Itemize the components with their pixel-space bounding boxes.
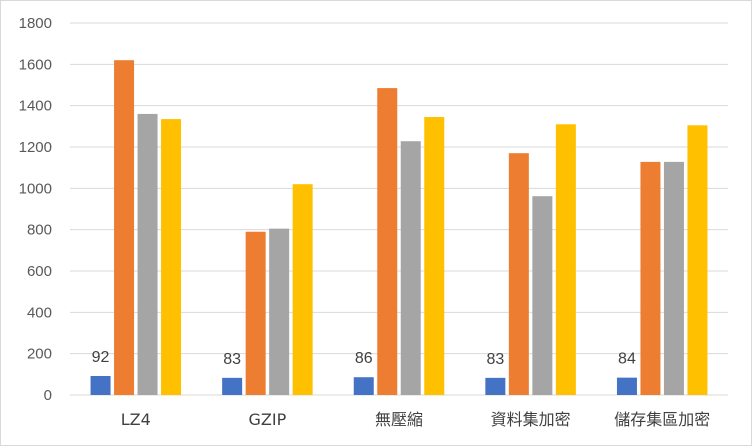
- data-label: 84: [618, 351, 636, 368]
- bar: [90, 375, 111, 395]
- bar: [377, 88, 398, 395]
- bar: [353, 377, 374, 395]
- x-category-label: LZ4: [121, 410, 151, 429]
- y-tick-label: 400: [27, 304, 52, 321]
- data-label: 92: [92, 349, 110, 366]
- bar: [161, 119, 182, 395]
- bar: [424, 117, 445, 396]
- y-tick-label: 0: [44, 387, 52, 404]
- data-label: 83: [486, 351, 504, 368]
- bar: [532, 196, 553, 395]
- y-tick-label: 200: [27, 346, 52, 363]
- bar: [137, 113, 158, 395]
- x-category-label: 無壓縮: [375, 410, 423, 429]
- bar: [485, 377, 506, 395]
- bar: [687, 125, 708, 396]
- y-tick-label: 1600: [19, 56, 52, 73]
- bar: [663, 161, 684, 395]
- data-label: 83: [223, 351, 241, 368]
- y-tick-label: 1200: [19, 139, 52, 156]
- bar: [245, 231, 266, 395]
- y-tick-label: 1400: [19, 98, 52, 115]
- bar: [114, 60, 135, 395]
- bar: [292, 184, 313, 395]
- bar: [508, 153, 529, 395]
- bar: [616, 377, 637, 395]
- bar: [222, 377, 243, 395]
- x-category-label: 資料集加密: [491, 410, 571, 429]
- x-category-label: 儲存集區加密: [614, 410, 710, 429]
- x-axis-categories: LZ4 GZIP 無壓縮 資料集加密 儲存集區加密: [121, 410, 710, 429]
- y-tick-label: 1800: [19, 15, 52, 32]
- bar: [640, 161, 661, 395]
- data-label: 86: [355, 350, 373, 367]
- y-tick-label: 1000: [19, 180, 52, 197]
- bar: [400, 141, 421, 395]
- x-category-label: GZIP: [249, 410, 287, 429]
- y-tick-label: 600: [27, 263, 52, 280]
- y-tick-label: 800: [27, 222, 52, 239]
- y-axis-ticks: 0 200 400 600 800 1000 1200 1400 1600 1800: [19, 15, 52, 404]
- bars: [90, 60, 708, 396]
- bar: [269, 228, 290, 395]
- bar: [555, 124, 576, 396]
- data-labels: 92 83 86 83 84: [92, 349, 636, 368]
